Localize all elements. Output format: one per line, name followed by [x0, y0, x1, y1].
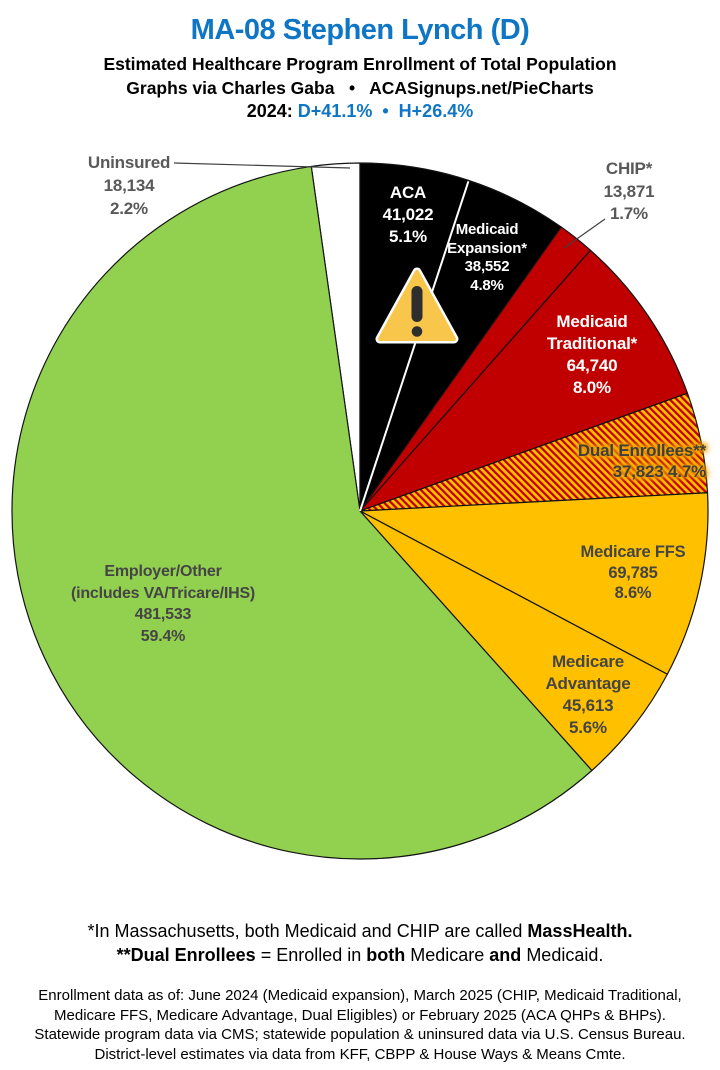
definition-1-run-5: Medicaid. [521, 945, 604, 965]
source-line-0: Enrollment data as of: June 2024 (Medica… [38, 987, 682, 1004]
pie-label-chip-line-1: 13,871 [603, 181, 655, 201]
pie-label-dual-enrollees-line-1: 37,823 4.7% [612, 462, 706, 481]
subtitle-enrollment: Estimated Healthcare Program Enrollment … [103, 54, 617, 74]
pie-label-medicare-advantage-line-0: Medicare [551, 652, 625, 671]
leader-line-chip [563, 218, 606, 249]
footnote-sources: Enrollment data as of: June 2024 (Medica… [0, 986, 720, 1064]
source-line-1: Medicare FFS, Medicare Advantage, Dual E… [54, 1006, 666, 1024]
partisan-lean-run-0: 2024: [246, 101, 298, 121]
definition-line-0: *In Massachusetts, both Medicaid and CHI… [0, 919, 720, 943]
definition-1-run-4: and [489, 945, 522, 965]
definition-0-run-0: *In Massachusetts, both Medicaid and CHI… [87, 921, 528, 941]
pie-slice-medicaid-traditional [359, 249, 689, 512]
page-title: MA-08 Stephen Lynch (D) [190, 14, 530, 46]
pie-label-aca-line-1: 41,022 [382, 205, 434, 224]
pie-label-employer-other-line-3: 59.4% [140, 627, 186, 645]
pie-label-medicaid-expansion: Medicaid Expansion* 38,552 4.8% [447, 221, 527, 295]
pie-label-medicaid-traditional-line-1: Traditional* [546, 334, 638, 353]
pie-label-medicare-advantage-line-2: 45,613 [562, 696, 614, 715]
pie-label-medicare-advantage-line-3: 5.6% [569, 718, 607, 737]
subtitle-attribution: Graphs via Charles Gaba • ACASignups.net… [126, 78, 594, 98]
pie-label-uninsured: Uninsured 18,134 2.2% [88, 151, 170, 220]
pie-label-chip-line-0: CHIP* [605, 159, 653, 178]
definition-1-run-2: both [366, 945, 406, 965]
pie-label-uninsured-line-2: 2.2% [110, 199, 148, 218]
source-line-2: Statewide program data via CMS; statewid… [34, 1026, 686, 1043]
definition-1-run-1: = Enrolled in [255, 945, 367, 965]
pie-label-medicare-ffs: Medicare FFS 69,785 8.6% [581, 542, 686, 604]
partisan-lean-run-3: H+26.4% [398, 101, 474, 121]
pie-label-medicaid-expansion-line-2: 38,552 [464, 258, 510, 275]
slice-divider-line [359, 181, 470, 512]
pie-label-aca-line-2: 5.1% [389, 227, 427, 246]
definition-0-run-1: MassHealth. [527, 921, 633, 941]
pie-label-employer-other-line-0: Employer/Other [104, 563, 222, 580]
pie-label-dual-enrollees: Dual Enrollees** 37,823 4.7% [578, 440, 706, 482]
pie-label-medicare-advantage-line-1: Advantage [545, 674, 631, 693]
pie-label-medicare-ffs-line-1: 69,785 [608, 563, 658, 582]
pie-label-medicaid-traditional-line-0: Medicaid [556, 312, 628, 331]
pie-slice-medicare-ffs [359, 492, 709, 675]
source-line-3: District-level estimates via data from K… [94, 1045, 626, 1063]
pie-label-aca-line-0: ACA [389, 183, 427, 202]
pie-label-medicare-advantage: Medicare Advantage 45,613 5.6% [545, 651, 630, 739]
pie-label-medicare-ffs-line-2: 8.6% [614, 584, 652, 602]
pie-label-employer-other: Employer/Other (includes VA/Tricare/IHS) 4… [71, 561, 255, 647]
definition-line-1: **Dual Enrollees = Enrolled in both Medi… [0, 943, 720, 967]
pie-label-medicaid-expansion-line-3: 4.8% [470, 276, 504, 294]
pie-label-employer-other-line-1: (includes VA/Tricare/IHS) [70, 584, 256, 602]
pie-label-medicaid-expansion-line-0: Medicaid [455, 221, 519, 238]
pie-label-uninsured-line-0: Uninsured [87, 153, 171, 172]
leader-line-uninsured [173, 162, 351, 169]
pie-slice-employer-other [11, 165, 593, 860]
pie-label-uninsured-line-1: 18,134 [103, 176, 155, 195]
pie-label-aca: ACA 41,022 5.1% [383, 182, 434, 248]
pie-label-medicaid-traditional: Medicaid Traditional* 64,740 8.0% [547, 311, 637, 399]
pie-label-medicare-ffs-line-0: Medicare FFS [580, 543, 686, 561]
partisan-lean-run-2: • [372, 101, 399, 121]
partisan-lean-line: 2024: D+41.1% • H+26.4% [0, 100, 720, 122]
pie-label-medicaid-expansion-line-1: Expansion* [447, 239, 527, 257]
pie-label-medicaid-traditional-line-2: 64,740 [566, 356, 618, 375]
definition-1-run-0: **Dual Enrollees [116, 945, 256, 965]
partisan-lean-run-1: D+41.1% [297, 101, 373, 121]
definition-1-run-3: Medicare [405, 945, 490, 965]
pie-label-chip-line-2: 1.7% [610, 204, 648, 223]
pie-label-dual-enrollees-line-0: Dual Enrollees** [577, 441, 706, 460]
pie-label-employer-other-line-2: 481,533 [134, 606, 192, 623]
pie-label-medicaid-traditional-line-3: 8.0% [573, 378, 611, 397]
pie-label-chip: CHIP* 13,871 1.7% [604, 158, 655, 226]
warning-triangle-icon [375, 267, 459, 344]
footnote-definitions: *In Massachusetts, both Medicaid and CHI… [0, 919, 720, 967]
